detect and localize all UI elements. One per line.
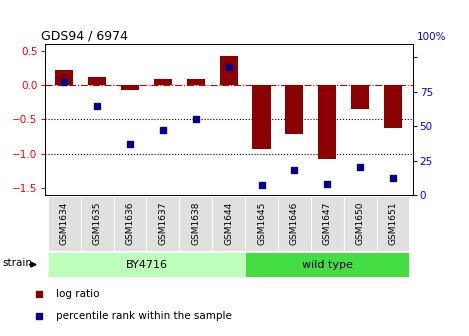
Text: GSM1636: GSM1636 — [126, 202, 135, 245]
Bar — [48, 252, 245, 277]
Bar — [219, 56, 238, 85]
Text: 100%: 100% — [416, 32, 446, 42]
FancyBboxPatch shape — [245, 196, 278, 251]
Bar — [154, 79, 172, 85]
FancyBboxPatch shape — [377, 196, 409, 251]
Text: GSM1650: GSM1650 — [356, 202, 364, 245]
Bar — [285, 85, 303, 134]
Text: strain: strain — [2, 258, 32, 268]
FancyBboxPatch shape — [212, 196, 245, 251]
Text: log ratio: log ratio — [56, 289, 99, 299]
Text: GSM1651: GSM1651 — [388, 202, 398, 245]
Text: GSM1635: GSM1635 — [93, 202, 102, 245]
Text: GSM1634: GSM1634 — [60, 202, 69, 245]
Text: GSM1646: GSM1646 — [290, 202, 299, 245]
Text: GSM1645: GSM1645 — [257, 202, 266, 245]
FancyBboxPatch shape — [179, 196, 212, 251]
FancyBboxPatch shape — [146, 196, 179, 251]
FancyBboxPatch shape — [311, 196, 344, 251]
FancyBboxPatch shape — [113, 196, 146, 251]
Bar — [384, 85, 402, 128]
Bar — [252, 85, 271, 149]
Bar — [55, 70, 73, 85]
Text: GDS94 / 6974: GDS94 / 6974 — [41, 30, 128, 43]
Bar — [88, 77, 106, 85]
Text: GSM1637: GSM1637 — [159, 202, 167, 245]
FancyBboxPatch shape — [278, 196, 311, 251]
FancyBboxPatch shape — [81, 196, 113, 251]
Bar — [121, 85, 139, 90]
Text: wild type: wild type — [302, 260, 353, 269]
FancyBboxPatch shape — [344, 196, 377, 251]
FancyBboxPatch shape — [48, 196, 81, 251]
Text: GSM1644: GSM1644 — [224, 202, 233, 245]
Bar — [187, 79, 205, 85]
Text: GSM1638: GSM1638 — [191, 202, 200, 245]
Bar — [351, 85, 369, 109]
Text: GSM1647: GSM1647 — [323, 202, 332, 245]
Bar — [245, 252, 409, 277]
Text: BY4716: BY4716 — [126, 260, 167, 269]
Text: percentile rank within the sample: percentile rank within the sample — [56, 311, 232, 321]
Bar — [318, 85, 336, 159]
